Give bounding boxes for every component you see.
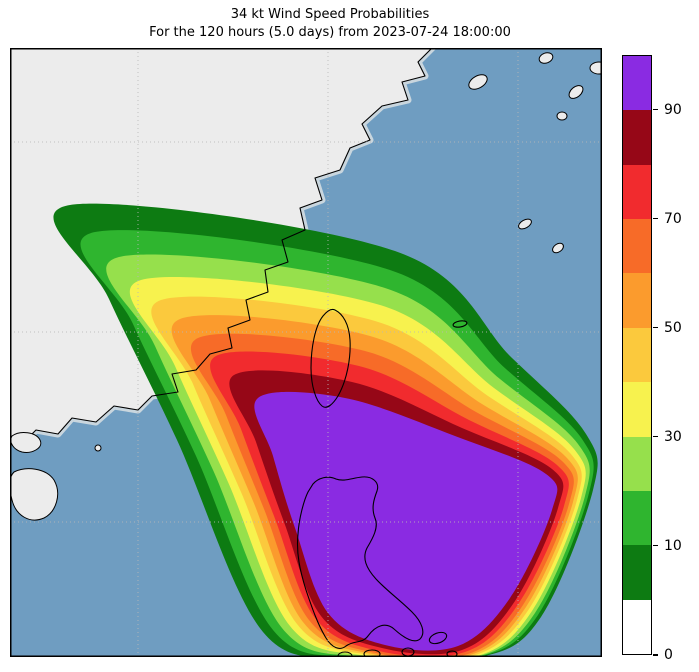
colorbar-segment bbox=[623, 273, 651, 328]
colorbar-tick-label: 90 bbox=[664, 101, 682, 118]
colorbar-segment bbox=[623, 56, 651, 111]
ryukyu-island-icon bbox=[552, 242, 564, 254]
small-island-outline bbox=[452, 320, 468, 328]
chart-title-line2: For the 120 hours (5.0 days) from 2023-0… bbox=[149, 25, 511, 40]
colorbar-tick-mark bbox=[653, 435, 658, 438]
colorbar-segment bbox=[623, 545, 651, 600]
ryukyu-island-icon bbox=[589, 61, 602, 75]
colorbar-tick-label: 0 bbox=[664, 647, 673, 663]
colorbar-tick-mark bbox=[653, 544, 658, 547]
colorbar bbox=[622, 55, 652, 655]
southwest-island bbox=[10, 432, 42, 453]
colorbar-segment bbox=[623, 436, 651, 491]
contour-level-90 bbox=[254, 391, 558, 651]
colorbar-segments bbox=[623, 56, 651, 654]
colorbar-segment bbox=[623, 164, 651, 220]
gridlines bbox=[10, 48, 602, 657]
philippine-island-outline bbox=[363, 649, 381, 657]
ryukyu-island-icon bbox=[518, 218, 532, 230]
colorbar-segment bbox=[623, 382, 651, 437]
ryukyu-island-icon bbox=[468, 74, 488, 90]
colorbar-segment bbox=[623, 110, 651, 165]
map-plot bbox=[10, 48, 602, 657]
colorbar-segment bbox=[623, 599, 651, 654]
colorbar-tick-mark bbox=[653, 217, 658, 220]
ryukyu-island-icon bbox=[568, 85, 584, 99]
colorbar-segment bbox=[623, 490, 651, 546]
colorbar-tick-label: 30 bbox=[664, 428, 682, 445]
philippine-island-outline bbox=[428, 631, 448, 645]
colorbar-tick-label: 50 bbox=[664, 319, 682, 336]
colorbar-tick-mark bbox=[653, 654, 658, 656]
colorbar-tick-mark bbox=[653, 108, 658, 111]
map-border bbox=[10, 48, 602, 657]
probability-contours bbox=[53, 203, 598, 657]
small-island bbox=[94, 444, 102, 452]
colorbar-segment bbox=[623, 219, 651, 274]
ryukyu-island-icon bbox=[556, 111, 568, 121]
ryukyu-island-icon bbox=[538, 52, 554, 64]
colorbar-segment bbox=[623, 327, 651, 383]
colorbar-tick-label: 70 bbox=[664, 210, 682, 227]
chart-title-line1: 34 kt Wind Speed Probabilities bbox=[230, 7, 430, 22]
philippine-island-outline bbox=[446, 650, 458, 657]
chart-title: 34 kt Wind Speed Probabilities For the 1… bbox=[0, 6, 660, 42]
coastlines bbox=[10, 48, 602, 657]
colorbar-tick-label: 10 bbox=[664, 537, 682, 554]
colorbar-tick-mark bbox=[653, 326, 658, 329]
